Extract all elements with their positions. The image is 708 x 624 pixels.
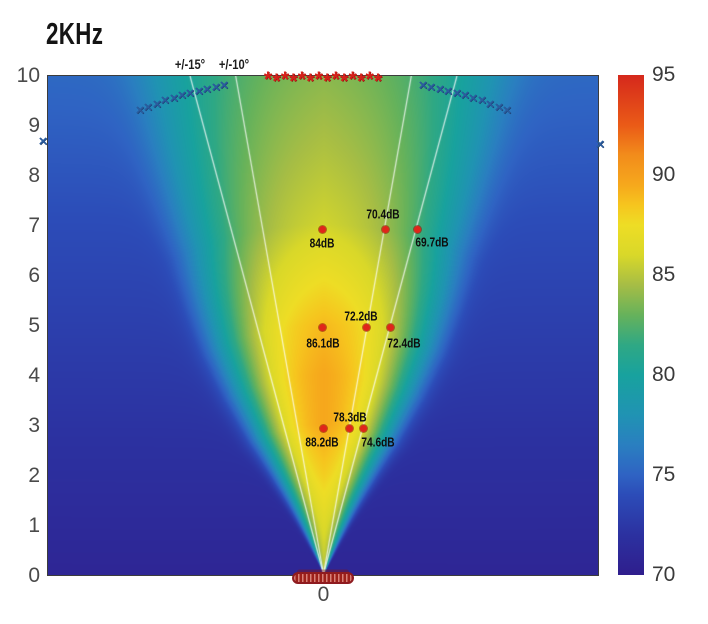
- on-axis-arc-marker-asterisk: *: [297, 68, 306, 91]
- arc-marker-x-left: ×: [152, 96, 162, 113]
- arc-marker-x-left: ×: [160, 92, 170, 109]
- arc-marker-x-right: ×: [426, 79, 436, 96]
- spl-value-label: 88.2dB: [305, 434, 339, 450]
- y-tick-6: 6: [28, 264, 40, 287]
- spl-value-label: 72.4dB: [387, 335, 421, 351]
- arc-marker-x-left: ×: [219, 77, 229, 94]
- arc-marker-x-right: ×: [468, 90, 478, 107]
- spl-value-label: 70.4dB: [366, 206, 400, 222]
- y-tick-1: 1: [28, 514, 40, 537]
- arc-marker-x-left: ×: [211, 79, 221, 96]
- arc-marker-x-left: ×: [169, 90, 179, 107]
- y-tick-2: 2: [28, 464, 40, 487]
- measurement-dot: [363, 323, 371, 331]
- on-axis-arc-marker-asterisk: *: [331, 68, 340, 91]
- arc-marker-x-right: ×: [460, 87, 470, 104]
- arc-marker-x-right: ×: [418, 77, 428, 94]
- measurement-dot: [413, 225, 421, 233]
- on-axis-arc-marker-asterisk: *: [314, 68, 323, 91]
- on-axis-arc-marker-asterisk: *: [289, 69, 298, 93]
- arc-marker-x-right: ×: [452, 85, 462, 102]
- arc-marker-x-right: ×: [443, 83, 453, 100]
- on-axis-arc-marker-asterisk: *: [263, 68, 273, 91]
- on-axis-arc-marker-asterisk: *: [373, 69, 383, 93]
- measurement-dot: [386, 323, 394, 331]
- on-axis-arc-marker-asterisk: *: [356, 69, 366, 93]
- colorbar-tick-90: 90: [652, 163, 676, 186]
- arc-marker-x-right: ×: [494, 99, 504, 116]
- on-axis-arc-marker-asterisk: *: [365, 68, 374, 91]
- y-tick-5: 5: [28, 314, 40, 337]
- y-tick-0: 0: [28, 564, 40, 587]
- measurement-dot: [319, 323, 327, 331]
- arc-marker-x-left: ×: [202, 81, 212, 98]
- colorbar-tick-75: 75: [652, 463, 676, 486]
- on-axis-arc-marker-asterisk: *: [272, 69, 281, 93]
- angle-label-10: +/-10°: [218, 56, 250, 72]
- colorbar-tick-95: 95: [652, 63, 676, 86]
- y-tick-7: 7: [28, 214, 40, 237]
- spl-value-label: 84dB: [309, 235, 335, 251]
- arc-marker-x-left: ×: [143, 99, 153, 116]
- angle-label-15: +/-15°: [174, 56, 206, 72]
- on-axis-arc-marker-asterisk: *: [348, 68, 357, 91]
- colorbar-tick-85: 85: [652, 263, 676, 286]
- on-axis-arc-marker-asterisk: *: [340, 69, 349, 93]
- measurement-dot: [381, 225, 389, 233]
- colorbar: [618, 75, 644, 575]
- arc-marker-x-left: ×: [194, 83, 204, 100]
- arc-marker-x-left: ×: [177, 87, 187, 104]
- spl-value-label: 72.2dB: [344, 308, 378, 324]
- x-axis-tick-label: 0: [317, 583, 330, 606]
- measurement-dot: [319, 225, 326, 233]
- arc-marker-x-right: ×: [477, 92, 487, 109]
- y-tick-3: 3: [28, 414, 40, 437]
- on-axis-arc-marker-asterisk: *: [306, 69, 315, 93]
- arc-marker-x-left: ×: [135, 102, 145, 119]
- spl-value-label: 78.3dB: [333, 409, 367, 425]
- edge-marker-x: ×: [38, 133, 48, 150]
- colorbar-tick-80: 80: [652, 363, 676, 386]
- measurement-dot: [319, 424, 327, 432]
- arc-marker-x-left: ×: [185, 85, 195, 102]
- on-axis-arc-marker-asterisk: *: [280, 68, 290, 91]
- arc-marker-x-right: ×: [485, 96, 495, 113]
- edge-marker-x: ×: [595, 136, 605, 153]
- colorbar-tick-70: 70: [652, 563, 676, 586]
- measurement-dot: [359, 424, 367, 432]
- y-tick-8: 8: [28, 164, 40, 187]
- on-axis-arc-marker-asterisk: *: [323, 69, 332, 93]
- spl-value-label: 86.1dB: [306, 335, 340, 351]
- y-tick-9: 9: [28, 114, 40, 137]
- spl-value-label: 69.7dB: [415, 234, 449, 250]
- arc-marker-x-right: ×: [502, 102, 512, 119]
- spl-value-label: 74.6dB: [361, 434, 395, 450]
- measurement-dot: [346, 424, 354, 432]
- y-tick-4: 4: [28, 364, 40, 387]
- figure-title: 2KHz: [46, 16, 104, 51]
- arc-marker-x-right: ×: [435, 81, 445, 98]
- source-marker-cluster: [292, 572, 354, 584]
- y-tick-10: 10: [16, 64, 40, 87]
